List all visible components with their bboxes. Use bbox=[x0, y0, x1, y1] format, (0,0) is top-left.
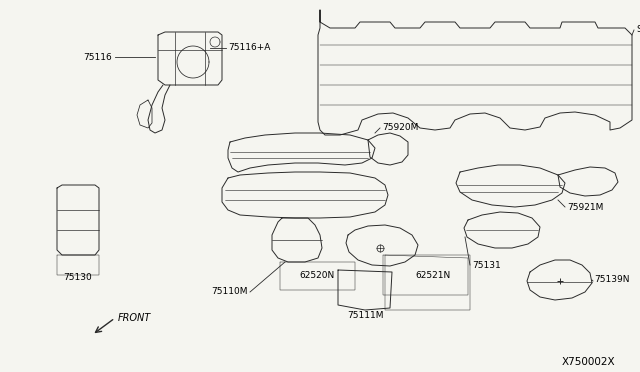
Text: 75110M: 75110M bbox=[211, 288, 248, 296]
Text: 75130: 75130 bbox=[63, 273, 92, 282]
Text: X750002X: X750002X bbox=[561, 357, 615, 367]
Text: 62521N: 62521N bbox=[415, 272, 451, 280]
Text: 75116+A: 75116+A bbox=[228, 44, 270, 52]
Text: 75921M: 75921M bbox=[567, 202, 604, 212]
Text: 75131: 75131 bbox=[472, 260, 500, 269]
Text: FRONT: FRONT bbox=[118, 313, 151, 323]
Text: 75139N: 75139N bbox=[594, 276, 630, 285]
Text: 75111M: 75111M bbox=[347, 311, 383, 320]
Text: 75920M: 75920M bbox=[382, 124, 419, 132]
Text: 62520N: 62520N bbox=[300, 272, 335, 280]
Text: 75116: 75116 bbox=[83, 52, 112, 61]
Text: SEC.740: SEC.740 bbox=[636, 26, 640, 35]
